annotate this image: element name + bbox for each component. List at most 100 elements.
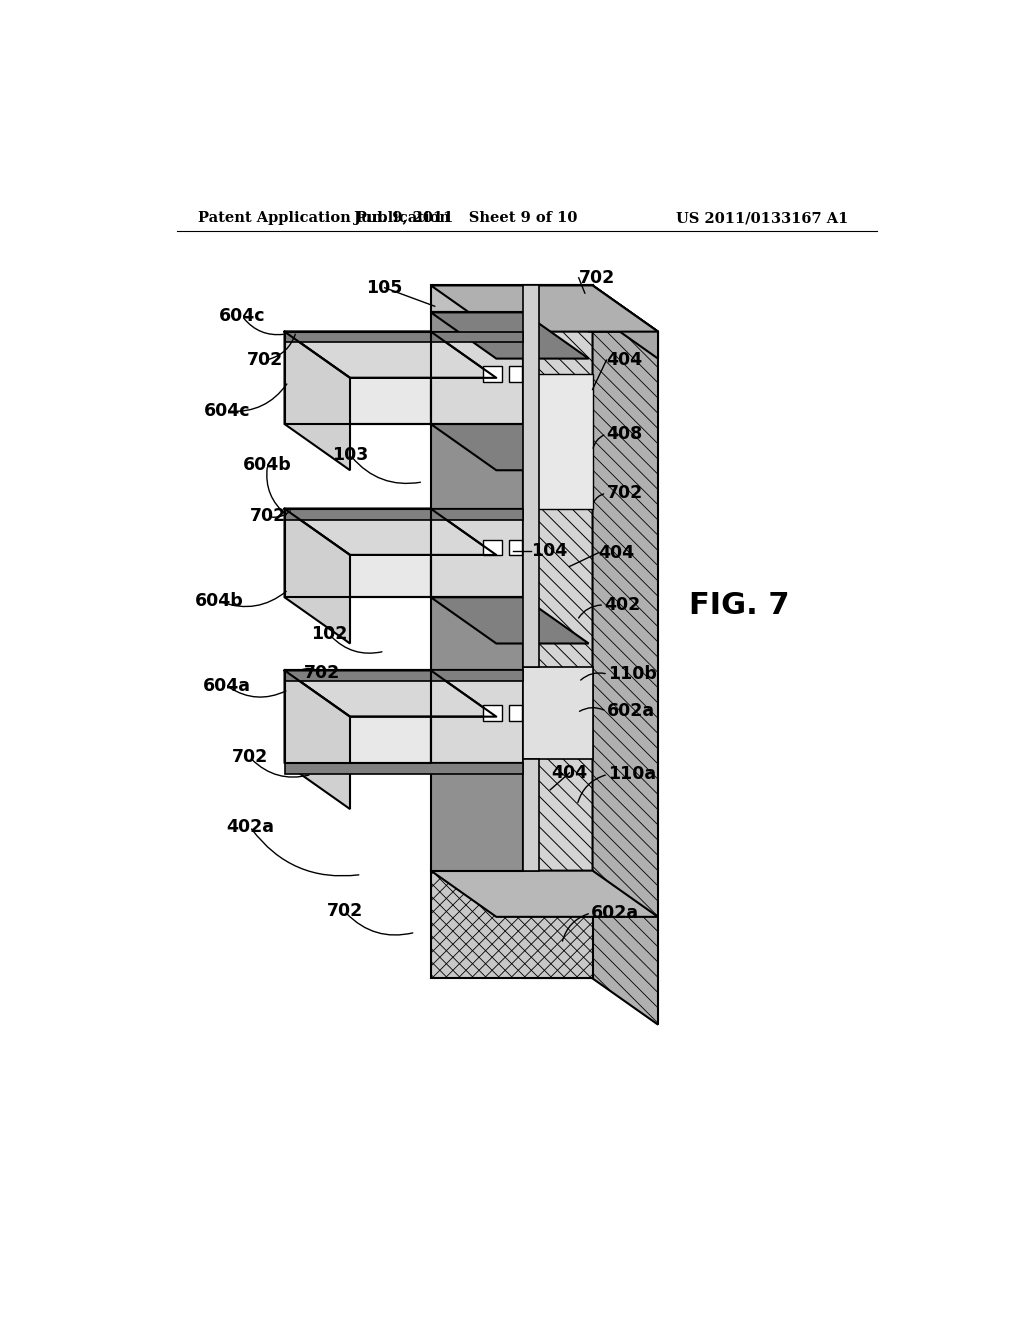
Circle shape: [409, 701, 411, 702]
Circle shape: [388, 717, 391, 719]
Circle shape: [308, 434, 310, 437]
Circle shape: [289, 723, 291, 725]
Circle shape: [329, 351, 331, 354]
Circle shape: [348, 541, 351, 544]
Polygon shape: [523, 285, 539, 667]
Circle shape: [339, 577, 341, 579]
Circle shape: [288, 676, 291, 680]
Circle shape: [329, 548, 331, 549]
Circle shape: [378, 388, 381, 391]
Circle shape: [298, 671, 301, 673]
Circle shape: [429, 701, 431, 702]
Circle shape: [329, 342, 331, 345]
Circle shape: [288, 388, 291, 391]
Text: US 2011/0133167 A1: US 2011/0133167 A1: [676, 211, 848, 226]
Circle shape: [298, 717, 301, 719]
Circle shape: [329, 358, 331, 360]
Text: 404: 404: [599, 544, 635, 561]
Circle shape: [409, 519, 411, 521]
Circle shape: [419, 331, 421, 334]
Circle shape: [339, 331, 341, 334]
Circle shape: [308, 531, 311, 533]
Circle shape: [438, 549, 441, 552]
Circle shape: [388, 756, 391, 759]
Circle shape: [398, 372, 400, 374]
Circle shape: [289, 548, 291, 549]
Circle shape: [318, 537, 321, 540]
Circle shape: [348, 598, 350, 599]
Circle shape: [288, 347, 291, 350]
Circle shape: [348, 717, 351, 719]
Circle shape: [318, 519, 321, 521]
Circle shape: [298, 581, 301, 583]
Circle shape: [318, 697, 321, 700]
Circle shape: [339, 587, 341, 590]
Circle shape: [339, 713, 341, 715]
Circle shape: [299, 693, 301, 696]
Text: 604c: 604c: [219, 308, 265, 325]
Text: 604b: 604b: [244, 455, 292, 474]
Circle shape: [358, 338, 361, 341]
Circle shape: [348, 774, 350, 775]
Circle shape: [288, 570, 291, 574]
Circle shape: [318, 338, 321, 341]
Circle shape: [398, 697, 401, 700]
Circle shape: [369, 362, 371, 364]
Circle shape: [388, 686, 391, 689]
Circle shape: [369, 756, 371, 759]
Circle shape: [329, 414, 331, 416]
Circle shape: [339, 519, 341, 521]
Circle shape: [348, 591, 351, 594]
Text: 604b: 604b: [195, 593, 244, 610]
Circle shape: [308, 331, 310, 334]
Polygon shape: [431, 763, 523, 871]
Circle shape: [378, 697, 381, 700]
Circle shape: [329, 508, 331, 511]
Circle shape: [429, 549, 431, 552]
Circle shape: [289, 414, 291, 416]
Circle shape: [388, 550, 391, 553]
Circle shape: [379, 508, 381, 511]
Circle shape: [308, 713, 310, 715]
Circle shape: [429, 519, 431, 521]
Circle shape: [358, 508, 360, 511]
Circle shape: [318, 550, 321, 553]
Circle shape: [318, 690, 321, 693]
Circle shape: [358, 342, 360, 345]
Polygon shape: [431, 331, 523, 424]
Circle shape: [369, 347, 371, 350]
Circle shape: [438, 701, 441, 702]
Circle shape: [419, 378, 421, 380]
Polygon shape: [431, 285, 658, 331]
Circle shape: [329, 347, 331, 350]
Circle shape: [419, 686, 421, 689]
Circle shape: [299, 568, 301, 569]
Circle shape: [449, 549, 451, 552]
Circle shape: [379, 331, 381, 334]
Circle shape: [379, 690, 381, 693]
Circle shape: [348, 521, 351, 524]
Circle shape: [429, 529, 431, 531]
Circle shape: [379, 519, 381, 521]
Circle shape: [318, 568, 321, 569]
Polygon shape: [523, 285, 658, 331]
Circle shape: [378, 511, 381, 513]
Circle shape: [339, 362, 341, 364]
Circle shape: [459, 539, 461, 541]
Circle shape: [318, 591, 321, 594]
Circle shape: [289, 374, 291, 376]
Circle shape: [398, 746, 401, 750]
Circle shape: [459, 690, 461, 693]
Circle shape: [369, 570, 371, 574]
Circle shape: [339, 671, 341, 673]
Circle shape: [288, 737, 291, 739]
Circle shape: [318, 364, 321, 366]
Circle shape: [398, 706, 401, 709]
Circle shape: [318, 397, 321, 400]
Circle shape: [398, 737, 401, 739]
Circle shape: [388, 561, 391, 564]
Circle shape: [318, 713, 321, 715]
Circle shape: [398, 508, 400, 511]
Text: Jun. 9, 2011   Sheet 9 of 10: Jun. 9, 2011 Sheet 9 of 10: [354, 211, 578, 226]
Circle shape: [329, 733, 331, 735]
